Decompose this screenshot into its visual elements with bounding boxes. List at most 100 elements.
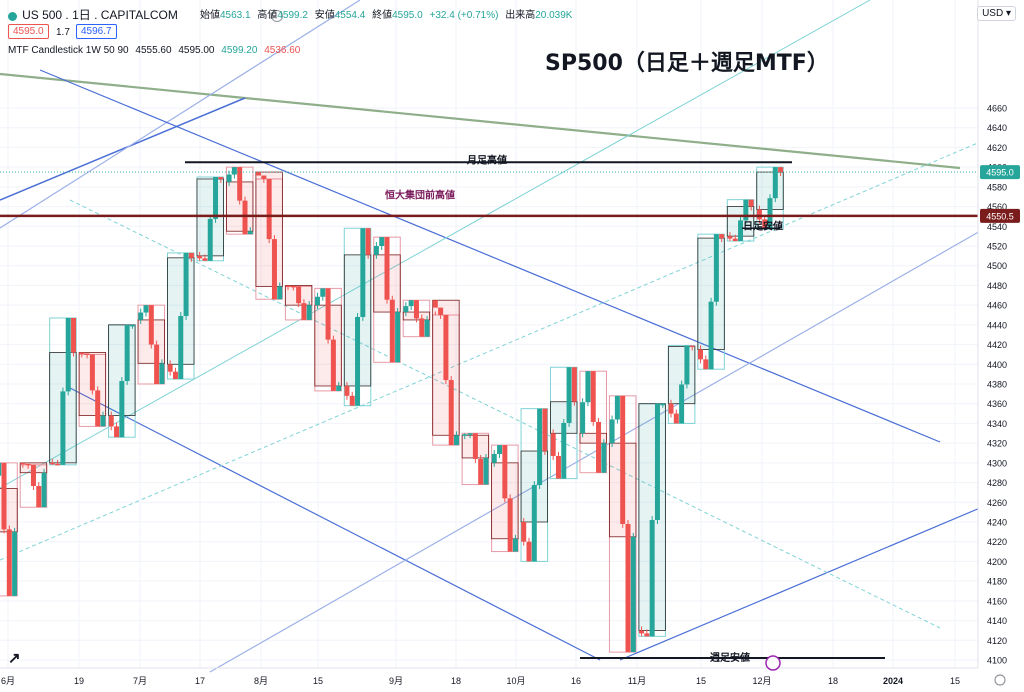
tradingview-logo-icon: ↗︎	[8, 650, 21, 667]
trend-line	[0, 0, 871, 489]
settings-icon[interactable]	[270, 10, 283, 23]
currency-select[interactable]: USD ▾	[977, 6, 1016, 21]
candle-body	[49, 462, 55, 465]
candle-body	[703, 359, 709, 370]
candle-body	[344, 385, 350, 396]
candle-body	[218, 177, 224, 179]
ohlc-row: 始値4563.1 高値4599.2 安値4554.4 終値4595.0 +32.…	[200, 6, 572, 21]
price-tick-label: 4260	[987, 498, 1007, 508]
price-tick-label: 4380	[987, 380, 1007, 390]
price-tick-label: 4180	[987, 577, 1007, 587]
candle-body	[708, 301, 714, 370]
candle-body	[143, 305, 149, 313]
weekly-boxes	[0, 166, 784, 653]
candle-body	[256, 172, 262, 176]
gear-icon[interactable]	[994, 674, 1006, 686]
candle-body	[231, 167, 237, 175]
candle-body	[649, 520, 655, 637]
candle-body	[30, 464, 36, 487]
symbol-status-icon	[8, 11, 17, 21]
candle-body	[266, 178, 272, 240]
candle-body	[167, 364, 173, 372]
price-tick-label: 4240	[987, 518, 1007, 528]
candle-body	[521, 522, 527, 542]
candle-body	[108, 415, 114, 427]
price-tick-label: 4220	[987, 537, 1007, 547]
candle-body	[188, 252, 194, 258]
candle-body	[571, 367, 577, 402]
candle-body	[355, 316, 361, 406]
candle-body	[325, 288, 331, 340]
change-value: +32.4 (+0.71%)	[429, 10, 499, 21]
candle-body	[226, 174, 232, 182]
candle-body	[65, 317, 71, 392]
price-tick-label: 4560	[987, 202, 1007, 212]
time-tick-label: 6月	[1, 676, 15, 686]
candle-body	[71, 317, 77, 353]
candle-body	[660, 403, 666, 406]
candle-body	[639, 630, 645, 634]
candle-body	[555, 455, 561, 479]
indicator-value-3: 4599.20	[221, 45, 258, 56]
candle-body	[443, 315, 449, 381]
trend-lines	[0, 0, 983, 673]
indicator-name[interactable]: MTF Candlestick 1W 50 90	[8, 45, 129, 56]
candle-body	[502, 445, 508, 499]
candle-body	[772, 167, 778, 199]
candle-body	[373, 246, 379, 255]
event-marker-icon[interactable]	[765, 655, 781, 671]
candle-body	[472, 433, 478, 459]
candle-body	[738, 220, 744, 242]
candle-body	[413, 300, 419, 319]
time-tick-label: 15	[696, 676, 706, 686]
candle-body	[79, 352, 85, 354]
candle-body	[684, 345, 690, 385]
time-tick-label: 19	[74, 676, 84, 686]
buy-price-box[interactable]: 4596.7	[76, 24, 117, 39]
weekly-body-box	[579, 432, 607, 444]
candle-body	[762, 219, 768, 230]
price-tick-label: 4160	[987, 596, 1007, 606]
sell-price-box[interactable]: 4595.0	[8, 24, 49, 39]
grid	[0, 0, 978, 668]
chart-title: SP500（日足＋週足MTF）	[545, 51, 829, 76]
candle-body	[320, 288, 326, 297]
candle-body	[159, 363, 165, 384]
trend-line	[0, 0, 361, 229]
price-tick-label: 4640	[987, 123, 1007, 133]
candle-body	[183, 252, 189, 316]
candle-body	[697, 349, 703, 360]
time-tick-label: 18	[451, 676, 461, 686]
symbol-row: US 500 . 1日 . CAPITALCOM	[8, 6, 283, 23]
annotation-label: 恒大集団前高値	[385, 189, 455, 202]
price-tick-label: 4660	[987, 104, 1007, 114]
indicator-value-2: 4595.00	[178, 45, 215, 56]
candle-body	[507, 498, 513, 552]
candle-body	[389, 299, 395, 363]
indicator-value-1: 4555.60	[135, 45, 172, 56]
symbol-title[interactable]: US 500 . 1日 . CAPITALCOM	[22, 8, 178, 22]
price-tick-label: 4120	[987, 636, 1007, 646]
price-tick-label: 4480	[987, 281, 1007, 291]
candle-body	[478, 458, 484, 485]
candle-body	[36, 486, 42, 508]
chevron-down-icon: ▾	[1005, 8, 1011, 19]
candle-body	[172, 371, 178, 380]
candle-body	[242, 200, 248, 235]
candle-body	[25, 463, 31, 466]
price-tick-label: 4200	[987, 557, 1007, 567]
candle-body	[95, 390, 101, 427]
candle-body	[432, 300, 438, 308]
price-tick-label: 4580	[987, 182, 1007, 192]
candle-body	[727, 236, 733, 239]
candle-body	[756, 209, 762, 220]
candle-body	[41, 472, 47, 508]
candle-body	[114, 426, 120, 438]
candle-body	[408, 300, 414, 307]
price-tick-label: 4500	[987, 261, 1007, 271]
indicator-row: MTF Candlestick 1W 50 90 4555.60 4595.00…	[8, 45, 300, 56]
trend-line	[0, 72, 961, 170]
